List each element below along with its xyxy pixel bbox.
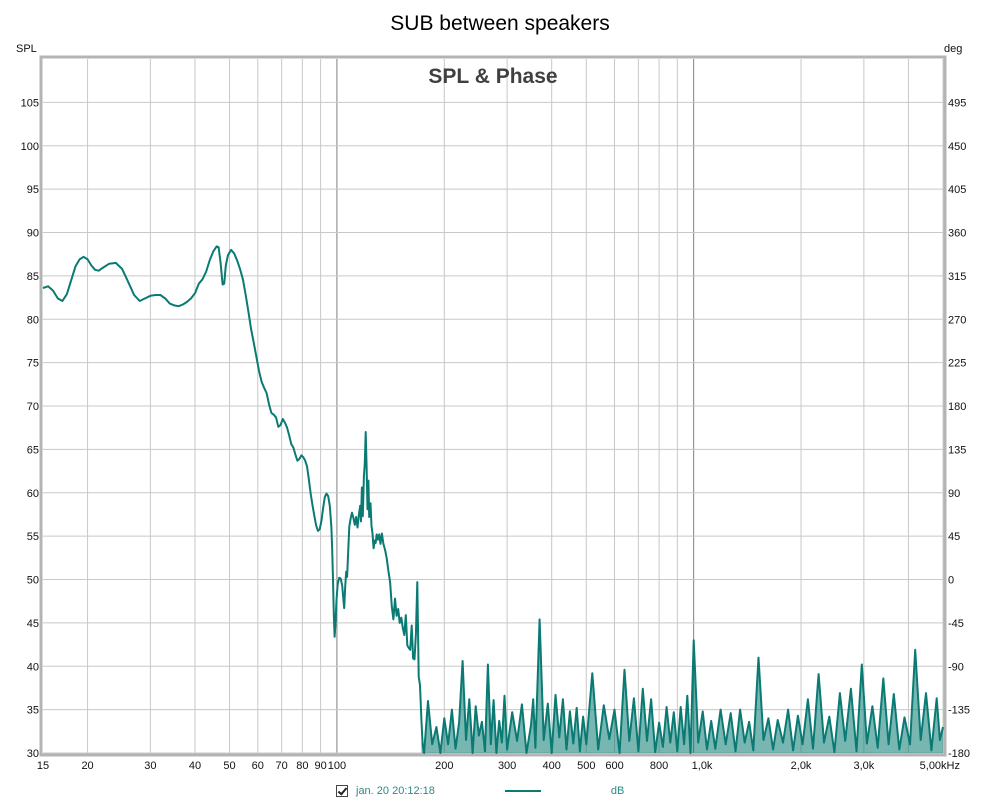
- x-tick-label: 1,0k: [692, 760, 713, 772]
- grid: [43, 59, 944, 754]
- spl-series-line: [42, 245, 944, 754]
- x-tick-label: 30: [144, 760, 156, 772]
- y2-tick-label: 315: [948, 271, 966, 283]
- y2-tick-label: 360: [948, 228, 966, 240]
- y-tick-label: 65: [27, 444, 39, 456]
- y-tick-label: 70: [27, 401, 39, 413]
- x-tick-label: 50: [223, 760, 235, 772]
- y2-tick-label: 405: [948, 184, 966, 196]
- y-tick-label: 100: [21, 141, 39, 153]
- y-tick-label: 60: [27, 488, 39, 500]
- y2-tick-label: 180: [948, 401, 966, 413]
- y2-tick-label: 90: [948, 488, 960, 500]
- y-tick-label: 105: [21, 97, 39, 109]
- x-tick-label: 80: [296, 760, 308, 772]
- y2-tick-label: 270: [948, 314, 966, 326]
- x-tick-label: 5,00kHz: [920, 760, 960, 772]
- y-tick-label: 50: [27, 575, 39, 587]
- x-tick-label: 70: [276, 760, 288, 772]
- y-tick-label: 80: [27, 314, 39, 326]
- x-tick-label: 300: [498, 760, 516, 772]
- y2-tick-label: -45: [948, 618, 964, 630]
- legend: jan. 20 20:12:18 dB: [336, 782, 624, 800]
- y2-tick-label: 0: [948, 575, 954, 587]
- y-tick-label: 75: [27, 358, 39, 370]
- x-tick-label: 60: [252, 760, 264, 772]
- y-axis-left-label: SPL: [16, 43, 37, 55]
- y-tick-label: 30: [27, 748, 39, 760]
- y-tick-label: 45: [27, 618, 39, 630]
- plot-title: SPL & Phase: [428, 65, 557, 88]
- y-tick-label: 55: [27, 531, 39, 543]
- x-tick-label: 500: [577, 760, 595, 772]
- legend-series-swatch: [504, 790, 541, 792]
- x-tick-label: 90: [314, 760, 326, 772]
- y-axis-ticks: 30 35 40 45 50 55 60 65 70 75 80 85 90 95 100 105 -180 -1…: [21, 97, 970, 760]
- legend-unit-label: dB: [610, 785, 625, 797]
- y-tick-label: 35: [27, 705, 39, 717]
- x-tick-label: 40: [189, 760, 201, 772]
- y-tick-label: 85: [27, 271, 39, 283]
- x-tick-label: 200: [435, 760, 453, 772]
- y2-tick-label: -180: [948, 748, 970, 760]
- y-axis-right-label: deg: [944, 43, 962, 55]
- y-tick-label: 95: [27, 184, 39, 196]
- y2-tick-label: 45: [948, 531, 960, 543]
- x-tick-label: 600: [605, 760, 623, 772]
- y2-tick-label: 450: [948, 141, 966, 153]
- y-tick-label: 90: [27, 228, 39, 240]
- y2-tick-label: 495: [948, 97, 966, 109]
- x-tick-label: 15: [37, 760, 49, 772]
- x-tick-label: 3,0k: [853, 760, 874, 772]
- x-axis-ticks: 15 20 30 40 50 60 70 80 90 100 200 300 400 500 600 800 1…: [37, 760, 960, 772]
- legend-series-label[interactable]: jan. 20 20:12:18: [356, 785, 435, 797]
- y2-tick-label: 225: [948, 358, 966, 370]
- y2-tick-label: 135: [948, 444, 966, 456]
- y2-tick-label: -90: [948, 661, 964, 673]
- y2-tick-label: -135: [948, 705, 970, 717]
- x-tick-label: 2,0k: [791, 760, 812, 772]
- x-tick-label: 400: [543, 760, 561, 772]
- legend-series-checkbox[interactable]: [336, 785, 348, 797]
- x-tick-label: 20: [81, 760, 93, 772]
- y-tick-label: 40: [27, 661, 39, 673]
- x-tick-label: 100: [328, 760, 346, 772]
- chart-window-title: SUB between speakers: [390, 12, 609, 35]
- x-tick-label: 800: [650, 760, 668, 772]
